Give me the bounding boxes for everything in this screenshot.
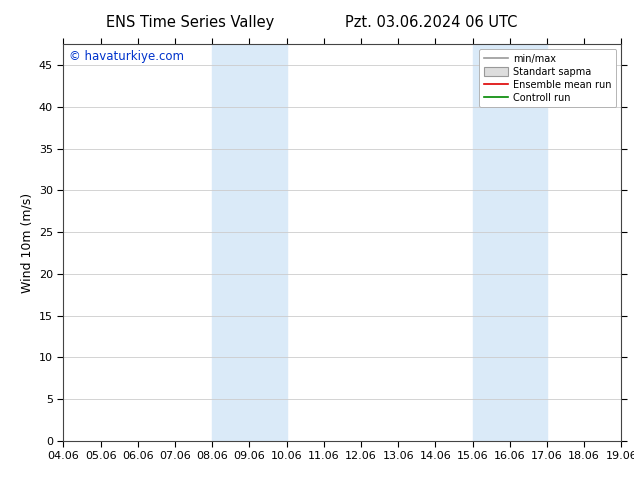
Bar <box>249 44 287 441</box>
Legend: min/max, Standart sapma, Ensemble mean run, Controll run: min/max, Standart sapma, Ensemble mean r… <box>479 49 616 107</box>
Text: ENS Time Series Valley: ENS Time Series Valley <box>106 15 275 29</box>
Bar <box>472 44 510 441</box>
Y-axis label: Wind 10m (m/s): Wind 10m (m/s) <box>20 193 34 293</box>
Bar <box>212 44 249 441</box>
Text: Pzt. 03.06.2024 06 UTC: Pzt. 03.06.2024 06 UTC <box>345 15 517 29</box>
Text: © havaturkiye.com: © havaturkiye.com <box>69 50 184 63</box>
Bar <box>510 44 547 441</box>
